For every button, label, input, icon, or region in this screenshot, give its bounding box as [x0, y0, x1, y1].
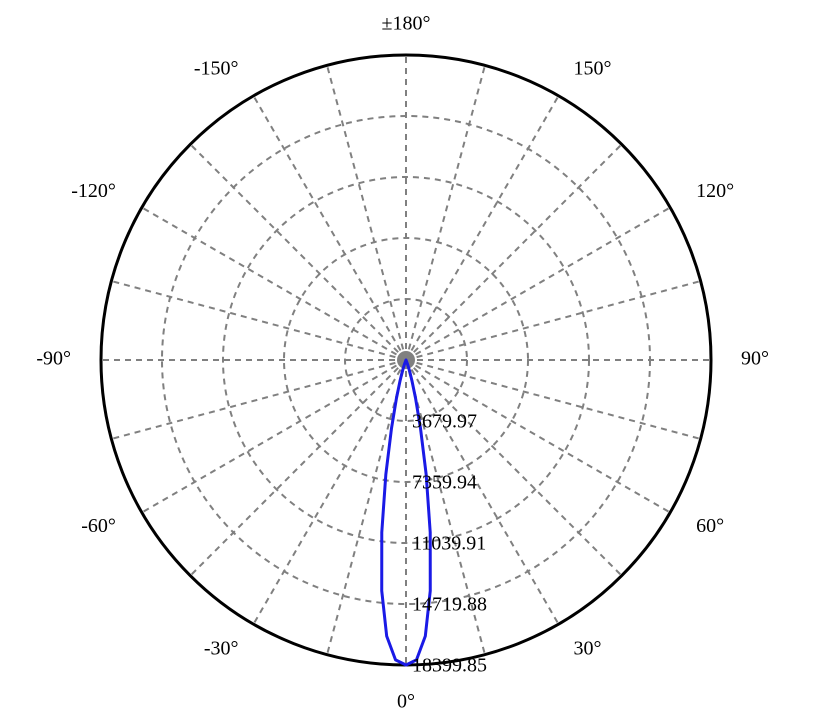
angle-label: -60°	[81, 515, 116, 537]
angle-label: -90°	[36, 348, 71, 370]
radial-tick-label: 11039.91	[412, 533, 486, 555]
angle-label: -30°	[204, 638, 239, 660]
angle-label: 120°	[696, 180, 734, 202]
polar-chart: 3679.97 7359.94 11039.91 14719.88 18399.85 ±1…	[0, 0, 813, 720]
angle-label: -150°	[194, 57, 239, 79]
angle-label: ±180°	[382, 13, 431, 35]
angle-label: 150°	[574, 57, 612, 79]
angle-label: 0°	[397, 691, 415, 713]
angle-label: 60°	[696, 515, 724, 537]
angle-label: 30°	[574, 638, 602, 660]
radial-tick-label: 3679.97	[412, 411, 477, 433]
radial-tick-label: 14719.88	[412, 594, 487, 616]
radial-tick-label: 7359.94	[412, 472, 477, 494]
angle-label: -120°	[71, 180, 116, 202]
angle-label: 90°	[741, 348, 769, 370]
polar-chart-svg: 3679.97 7359.94 11039.91 14719.88 18399.85 ±1…	[0, 0, 813, 720]
radial-tick-label: 18399.85	[412, 655, 487, 677]
